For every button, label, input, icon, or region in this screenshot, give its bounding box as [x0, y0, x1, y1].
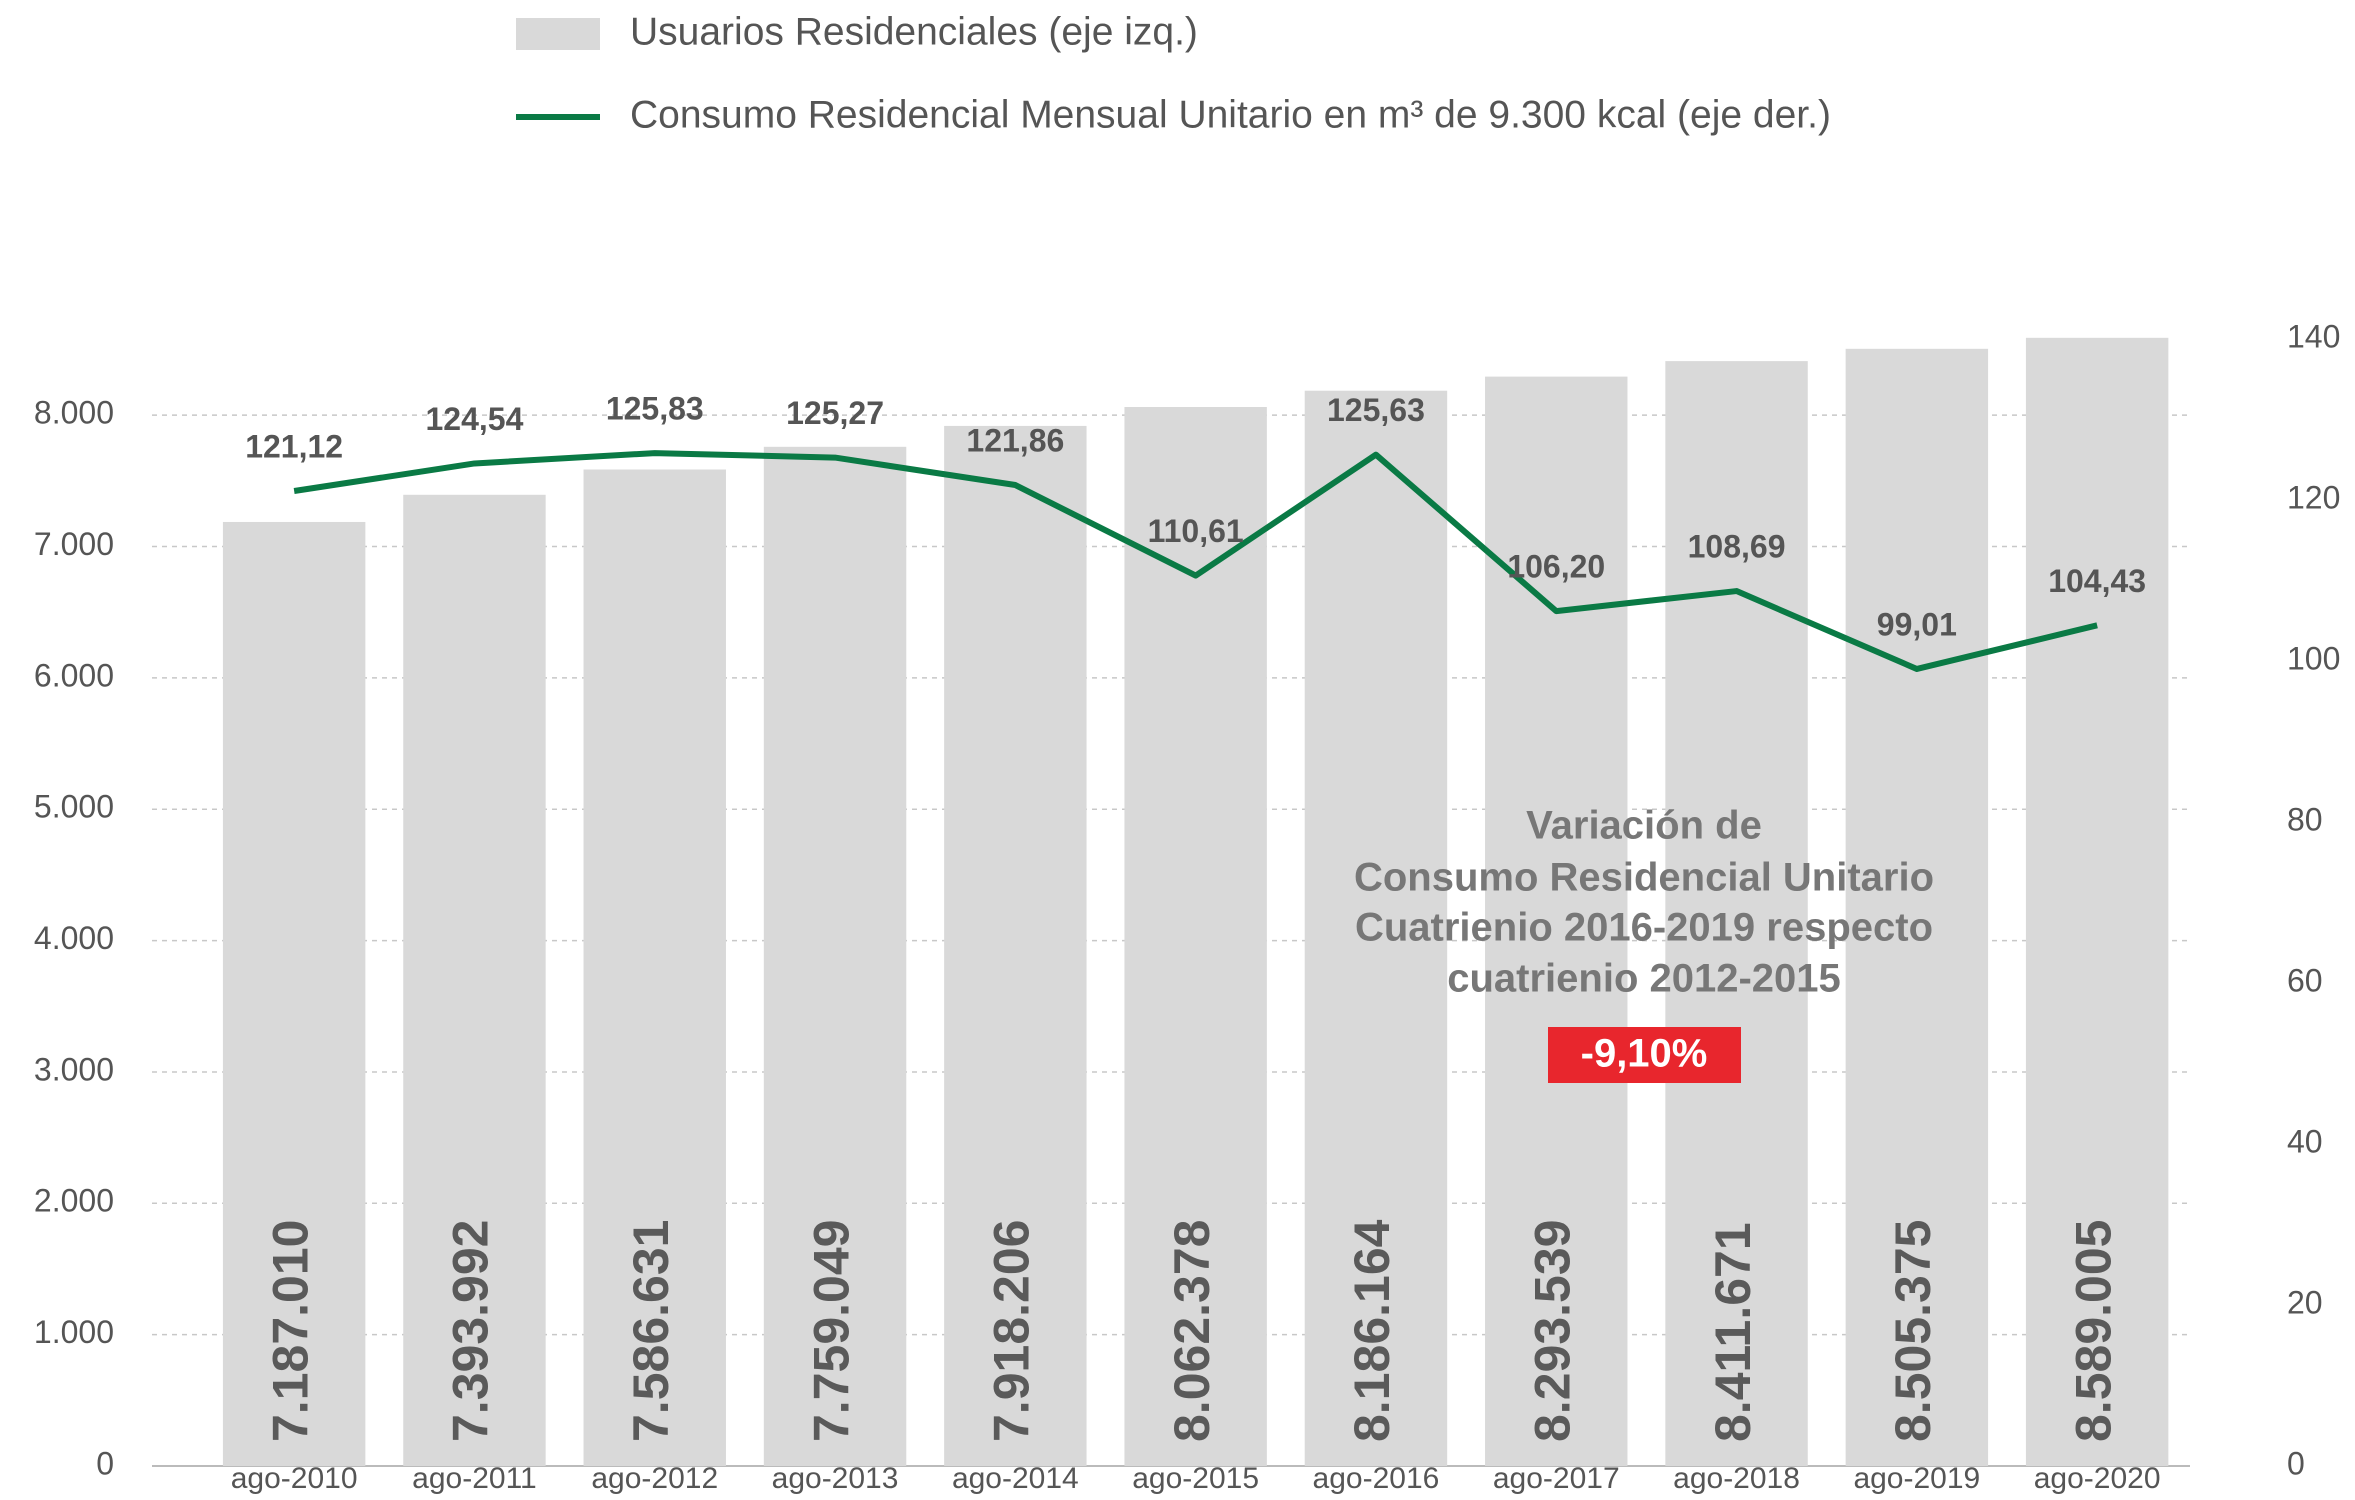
bar	[1485, 376, 1628, 1467]
x-tick-label: ago-2013	[772, 1462, 899, 1495]
bar-value-label: 8.293.539	[1524, 1220, 1580, 1442]
bar-value-label: 8.062.378	[1164, 1220, 1220, 1442]
y2-tick-label: 20	[2287, 1284, 2323, 1320]
bar-value-label: 8.411.671	[1705, 1222, 1761, 1442]
x-tick-label: ago-2015	[1132, 1462, 1259, 1495]
legend-label: Consumo Residencial Mensual Unitario en …	[630, 93, 1831, 136]
line-value-label: 121,86	[966, 422, 1064, 458]
x-tick-label: ago-2012	[591, 1462, 718, 1495]
annotation-text: cuatrienio 2012-2015	[1447, 957, 1841, 1001]
bar-value-label: 8.589.005	[2065, 1220, 2121, 1442]
annotation-badge	[1548, 1027, 1741, 1083]
bar	[1304, 390, 1448, 1466]
line-value-label: 125,83	[606, 391, 704, 427]
bar	[2025, 337, 2169, 1467]
bar-value-label: 7.586.631	[623, 1220, 679, 1442]
bar-value-label: 7.393.992	[443, 1220, 499, 1442]
bar-value-label: 8.186.164	[1344, 1219, 1400, 1442]
x-tick-label: ago-2018	[1673, 1462, 1800, 1495]
line	[293, 450, 2098, 672]
y-tick-label: 6.000	[34, 657, 114, 693]
y2-tick-label: 100	[2287, 640, 2340, 676]
line-value-label: 106,20	[1507, 549, 1605, 585]
line-value-label: 104,43	[2048, 563, 2146, 599]
line-value-label: 110,61	[1148, 513, 1244, 549]
x-tick-label: ago-2017	[1493, 1462, 1620, 1495]
y-tick-label: 7.000	[34, 526, 114, 562]
legend-label: Usuarios Residenciales (eje izq.)	[630, 10, 1198, 53]
legend-bar-swatch	[516, 18, 600, 50]
x-tick-label: ago-2011	[412, 1462, 537, 1495]
x-tick-label: ago-2019	[1853, 1462, 1980, 1495]
y-tick-label: 1.000	[34, 1314, 114, 1350]
bar	[944, 425, 1087, 1466]
y-tick-label: 0	[96, 1445, 114, 1481]
y2-tick-label: 0	[2287, 1445, 2305, 1481]
annotation-text: Consumo Residencial Unitario	[1354, 856, 1934, 900]
bar	[222, 521, 366, 1466]
y2-tick-label: 140	[2287, 318, 2340, 354]
line-value-label: 121,12	[245, 428, 343, 464]
annotation-badge-text: -9,10%	[1581, 1032, 1708, 1076]
x-tick-label: ago-2020	[2034, 1462, 2161, 1495]
bar	[1665, 361, 1808, 1466]
y2-tick-label: 60	[2287, 962, 2323, 998]
bar-value-label: 8.505.375	[1885, 1220, 1941, 1442]
annotation-text: Cuatrienio 2016-2019 respecto	[1355, 906, 1933, 950]
y2-tick-label: 80	[2287, 801, 2323, 837]
bar	[1124, 406, 1267, 1466]
y-tick-label: 4.000	[34, 920, 114, 956]
y-tick-label: 5.000	[34, 789, 114, 825]
line-value-label: 124,54	[426, 401, 524, 437]
line-value-label: 125,27	[786, 395, 884, 431]
bar	[1845, 348, 1989, 1467]
bar-value-label: 7.918.206	[984, 1220, 1040, 1442]
line-value-label: 125,63	[1327, 392, 1425, 428]
x-tick-label: ago-2016	[1313, 1462, 1440, 1495]
bar	[763, 446, 907, 1467]
bar	[403, 494, 546, 1466]
annotation-text: Variación de	[1526, 804, 1762, 848]
y2-tick-label: 120	[2287, 479, 2340, 515]
y-tick-label: 8.000	[34, 395, 114, 431]
y-tick-label: 2.000	[34, 1183, 114, 1219]
line-value-label: 99,01	[1877, 606, 1957, 642]
y2-tick-label: 40	[2287, 1123, 2323, 1159]
bar-value-label: 7.187.010	[262, 1220, 318, 1442]
y-tick-label: 3.000	[34, 1051, 114, 1087]
line-value-label: 108,69	[1688, 528, 1786, 564]
x-tick-label: ago-2014	[952, 1462, 1079, 1495]
x-tick-label: ago-2010	[231, 1462, 358, 1495]
bar-value-label: 7.759.049	[803, 1220, 859, 1442]
bar	[583, 469, 726, 1467]
